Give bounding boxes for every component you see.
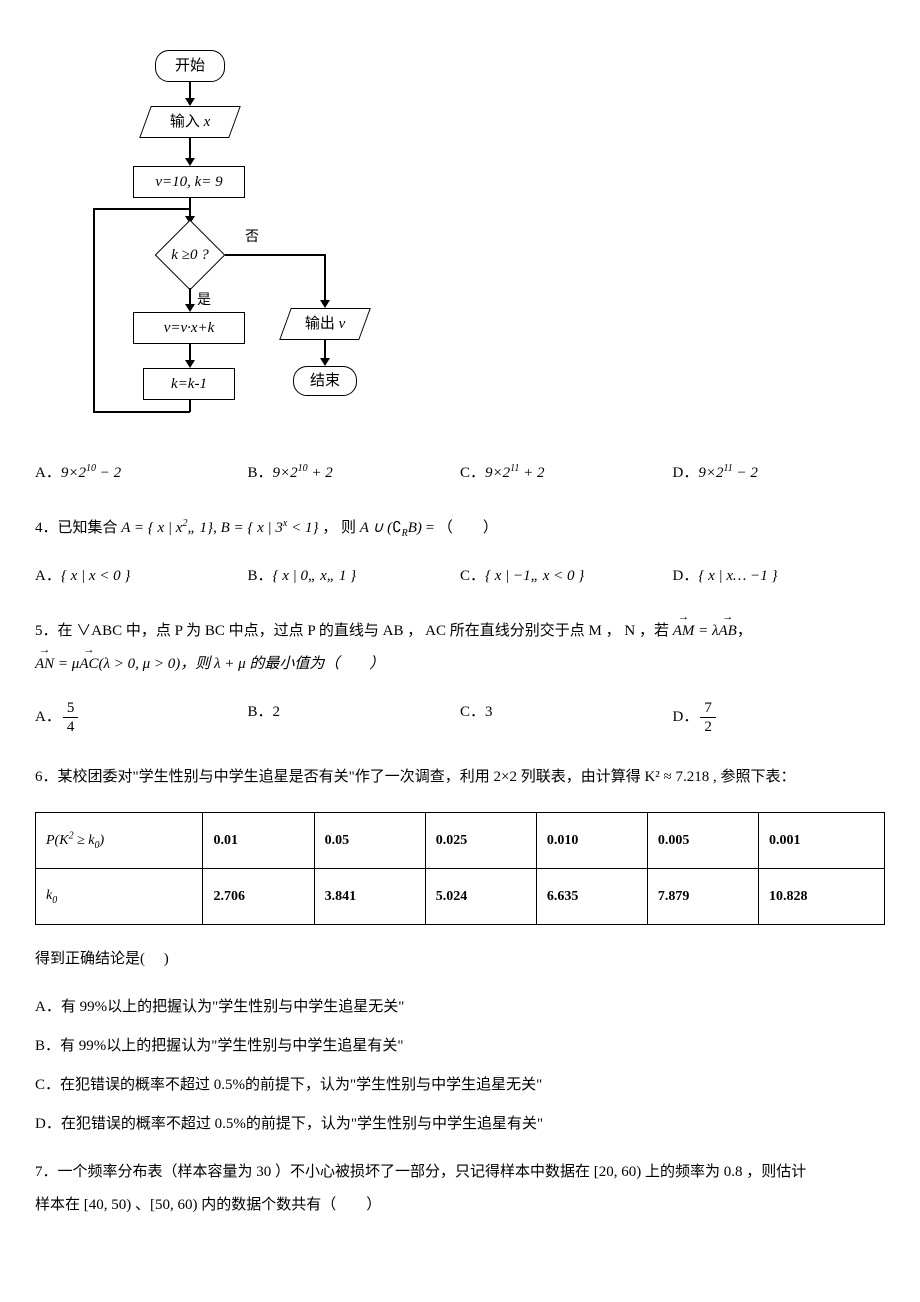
fc-yes-label: 是: [197, 288, 211, 313]
q6-stem: 6．某校团委对"学生性别与中学生追星是否有关"作了一次调查，利用 2×2 列联表…: [35, 761, 885, 794]
q5-stem: 5．在 ∨ABC 中，点 P 为 BC 中点，过点 P 的直线与 AB ， AC…: [35, 615, 885, 681]
q7-stem: 7．一个频率分布表（样本容量为 30 ）不小心被损坏了一部分，只记得样本中数据在…: [35, 1156, 885, 1222]
table-cell: 6.635: [536, 869, 647, 925]
q3-opt-d: D．9×211 − 2: [673, 460, 886, 487]
q4-opt-b: B．{ x | 0„ x„ 1 }: [248, 563, 461, 590]
table-cell: 10.828: [759, 869, 885, 925]
q4-opt-a: A．{ x | x < 0 }: [35, 563, 248, 590]
q6-options: A．有 99%以上的把握认为"学生性别与中学生追星无关" B．有 99%以上的把…: [35, 994, 885, 1138]
table-cell: 3.841: [314, 869, 425, 925]
q5-options: A．54 B．2 C．3 D．72: [35, 699, 885, 736]
q3-opt-b: B．9×210 + 2: [248, 460, 461, 487]
q4-opt-c: C．{ x | −1„ x < 0 }: [460, 563, 673, 590]
q6-table: P(K2 ≥ k0) 0.01 0.05 0.025 0.010 0.005 0…: [35, 812, 885, 925]
q6-r1-label: P(K2 ≥ k0): [36, 813, 203, 869]
table-cell: 0.010: [536, 813, 647, 869]
fc-output: 输出 v: [279, 308, 371, 340]
q4-stem: 4．已知集合 A = { x | x2„ 1}, B = { x | 3x < …: [35, 512, 885, 545]
table-cell: 5.024: [425, 869, 536, 925]
q6-opt-d: D．在犯错误的概率不超过 0.5%的前提下，认为"学生性别与中学生追星有关": [35, 1111, 885, 1138]
q4-opt-d: D．{ x | x… −1 }: [673, 563, 886, 590]
table-row: k0 2.706 3.841 5.024 6.635 7.879 10.828: [36, 869, 885, 925]
fc-body2: k=k-1: [143, 368, 235, 400]
q7-line2: 样本在 [40, 50) 、[50, 60) 内的数据个数共有（ ）: [35, 1197, 381, 1213]
q5-opt-c: C．3: [460, 699, 673, 736]
q6-opt-a: A．有 99%以上的把握认为"学生性别与中学生追星无关": [35, 994, 885, 1021]
q3-opt-c: C．9×211 + 2: [460, 460, 673, 487]
fc-start: 开始: [155, 50, 225, 82]
table-row: P(K2 ≥ k0) 0.01 0.05 0.025 0.010 0.005 0…: [36, 813, 885, 869]
q6-opt-b: B．有 99%以上的把握认为"学生性别与中学生追星有关": [35, 1033, 885, 1060]
q3-options: A．9×210 − 2 B．9×210 + 2 C．9×211 + 2 D．9×…: [35, 460, 885, 487]
q6-followup: 得到正确结论是( ): [35, 943, 885, 976]
table-cell: 0.001: [759, 813, 885, 869]
q5-opt-d: D．72: [673, 699, 886, 736]
fc-cond: k ≥0 ?: [155, 220, 225, 290]
table-cell: 0.05: [314, 813, 425, 869]
table-cell: 2.706: [203, 869, 314, 925]
q4-options: A．{ x | x < 0 } B．{ x | 0„ x„ 1 } C．{ x …: [35, 563, 885, 590]
fc-input: 输入 x: [139, 106, 241, 138]
q7-line1: 7．一个频率分布表（样本容量为 30 ）不小心被损坏了一部分，只记得样本中数据在…: [35, 1164, 806, 1180]
q6-opt-c: C．在犯错误的概率不超过 0.5%的前提下，认为"学生性别与中学生追星无关": [35, 1072, 885, 1099]
fc-body1: v=v·x+k: [133, 312, 245, 344]
table-cell: 0.025: [425, 813, 536, 869]
q5-opt-a: A．54: [35, 699, 248, 736]
fc-no-label: 否: [245, 225, 259, 250]
q5-opt-b: B．2: [248, 699, 461, 736]
table-cell: 7.879: [647, 869, 758, 925]
table-cell: 0.01: [203, 813, 314, 869]
fc-end: 结束: [293, 366, 357, 396]
fc-init: v=10, k= 9: [133, 166, 245, 198]
table-cell: 0.005: [647, 813, 758, 869]
q6-r2-label: k0: [36, 869, 203, 925]
flowchart: 开始 输入 x v=10, k= 9 k ≥0 ? 否 是 v=v·x+k k=…: [85, 50, 405, 430]
q3-opt-a: A．9×210 − 2: [35, 460, 248, 487]
